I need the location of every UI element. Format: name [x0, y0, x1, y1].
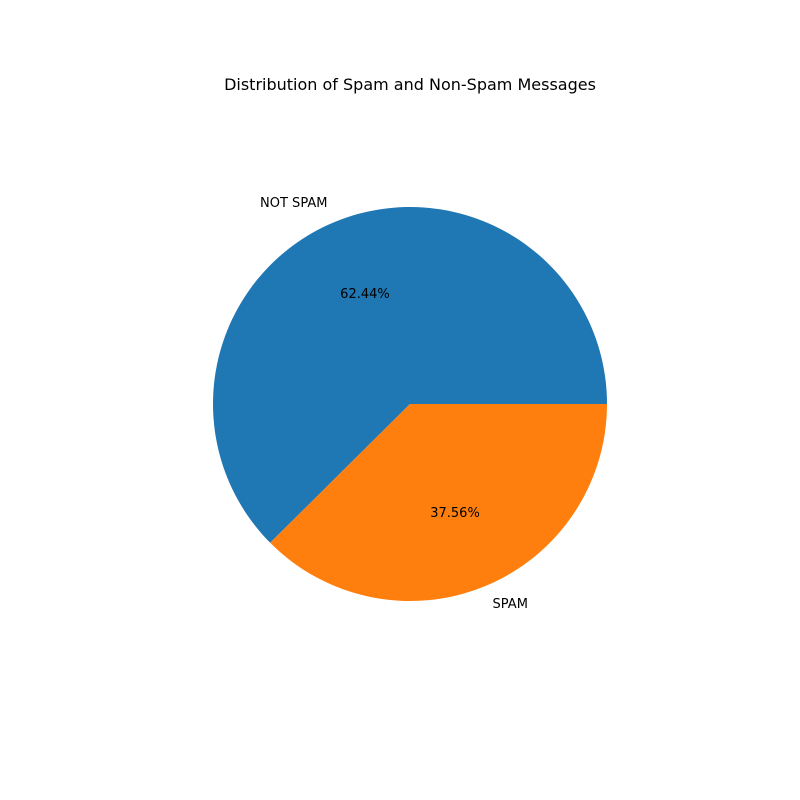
pie-labels: NOT SPAM 62.44% SPAM 37.56%: [260, 196, 528, 612]
slice-percent-label: 37.56%: [430, 506, 480, 521]
slice-percent-label: 62.44%: [340, 287, 390, 302]
chart-title: Distribution of Spam and Non-Spam Messag…: [224, 75, 596, 94]
slice-label: SPAM: [493, 597, 528, 612]
slice-label: NOT SPAM: [260, 196, 327, 211]
pie-slices: [212, 206, 608, 601]
pie-slice-not-spam: [212, 206, 608, 543]
pie-slice-spam: [270, 404, 607, 601]
